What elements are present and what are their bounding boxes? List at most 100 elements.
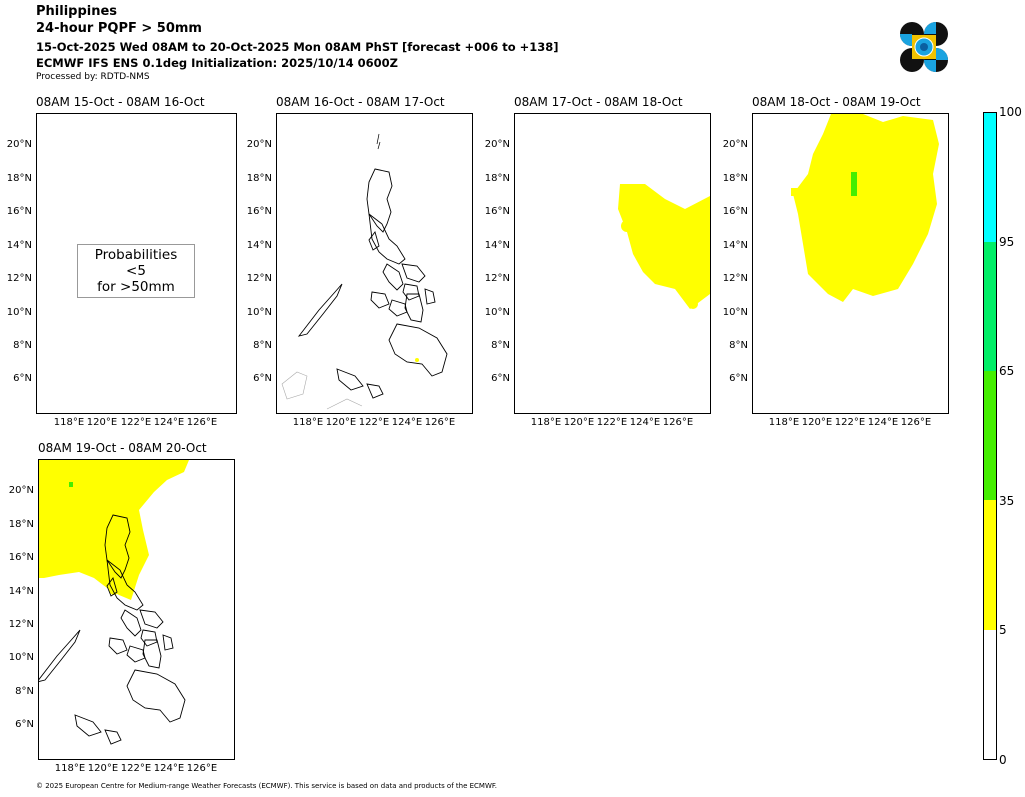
lat-tick: 14°N (484, 240, 510, 251)
panel-2-title: 08AM 16-Oct - 08AM 17-Oct (276, 95, 445, 109)
colorbar-segment-35-65 (984, 371, 996, 500)
panel-5-title: 08AM 19-Oct - 08AM 20-Oct (38, 441, 207, 455)
lat-tick: 18°N (484, 173, 510, 184)
lon-tick: 122°E (596, 417, 628, 428)
precip-probability-map (618, 184, 710, 309)
lon-tick: 124°E (867, 417, 899, 428)
lon-tick: 126°E (662, 417, 694, 428)
lat-tick: 18°N (722, 173, 748, 184)
lat-tick: 14°N (246, 240, 272, 251)
lat-tick: 14°N (6, 240, 32, 251)
lon-tick: 122°E (120, 417, 152, 428)
colorbar-label: 35 (999, 494, 1015, 508)
colorbar-label: 5 (999, 623, 1007, 637)
lat-tick: 8°N (15, 686, 34, 697)
lat-tick: 12°N (6, 273, 32, 284)
panel-2-map (276, 113, 473, 414)
lat-tick: 8°N (491, 340, 510, 351)
lat-tick: 18°N (8, 519, 34, 530)
lon-tick: 126°E (424, 417, 456, 428)
lat-tick: 20°N (722, 139, 748, 150)
lat-tick: 6°N (491, 373, 510, 384)
lon-tick: 120°E (563, 417, 595, 428)
lat-tick: 8°N (729, 340, 748, 351)
lon-tick: 118°E (768, 417, 800, 428)
colorbar-label: 65 (999, 364, 1015, 378)
lat-tick: 10°N (6, 307, 32, 318)
lon-tick: 118°E (54, 763, 86, 774)
model-initialization: ECMWF IFS ENS 0.1deg Initialization: 202… (36, 56, 398, 70)
lat-tick: 16°N (722, 206, 748, 217)
region-title: Philippines (36, 4, 118, 19)
colorbar-segment-65-95 (984, 242, 996, 371)
product-title: 24-hour PQPF > 50mm (36, 21, 202, 36)
lon-tick: 122°E (120, 763, 152, 774)
lon-tick: 118°E (530, 417, 562, 428)
lat-tick: 10°N (246, 307, 272, 318)
lon-tick: 122°E (834, 417, 866, 428)
lat-tick: 16°N (246, 206, 272, 217)
colorbar-segment-5-35 (984, 500, 996, 630)
panel-5-map (38, 459, 235, 760)
copyright-footer: © 2025 European Centre for Medium-range … (36, 782, 498, 790)
lon-tick: 120°E (86, 417, 118, 428)
processed-by: Processed by: RDTD-NMS (36, 72, 150, 82)
lon-tick: 126°E (186, 417, 218, 428)
lon-tick: 124°E (629, 417, 661, 428)
lat-tick: 12°N (246, 273, 272, 284)
lat-tick: 8°N (253, 340, 272, 351)
lat-tick: 20°N (8, 485, 34, 496)
lat-tick: 12°N (8, 619, 34, 630)
colorbar-segment-95-100 (984, 113, 996, 242)
lat-tick: 16°N (8, 552, 34, 563)
forecast-period: 15-Oct-2025 Wed 08AM to 20-Oct-2025 Mon … (36, 40, 559, 54)
lat-tick: 10°N (8, 652, 34, 663)
colorbar-label: 100 (999, 105, 1022, 119)
no-probability-note: Probabilities <5 for >50mm (77, 244, 195, 298)
lat-tick: 16°N (6, 206, 32, 217)
agency-logo (900, 22, 948, 72)
lat-tick: 8°N (13, 340, 32, 351)
panel-4-title: 08AM 18-Oct - 08AM 19-Oct (752, 95, 921, 109)
lon-tick: 120°E (87, 763, 119, 774)
lon-tick: 118°E (292, 417, 324, 428)
lat-tick: 14°N (8, 586, 34, 597)
panel-3-title: 08AM 17-Oct - 08AM 18-Oct (514, 95, 683, 109)
lon-tick: 122°E (358, 417, 390, 428)
lat-tick: 14°N (722, 240, 748, 251)
panel-1-title: 08AM 15-Oct - 08AM 16-Oct (36, 95, 205, 109)
lat-tick: 18°N (6, 173, 32, 184)
lon-tick: 124°E (153, 763, 185, 774)
colorbar (983, 112, 997, 760)
precip-probability-map (791, 114, 939, 302)
colorbar-segment-0-5 (984, 630, 996, 759)
lat-tick: 6°N (729, 373, 748, 384)
lon-tick: 126°E (186, 763, 218, 774)
lat-tick: 20°N (6, 139, 32, 150)
lat-tick: 18°N (246, 173, 272, 184)
lat-tick: 12°N (484, 273, 510, 284)
lon-tick: 120°E (325, 417, 357, 428)
panel-3-map (514, 113, 711, 414)
lat-tick: 6°N (15, 719, 34, 730)
lon-tick: 118°E (53, 417, 85, 428)
lon-tick: 120°E (801, 417, 833, 428)
lon-tick: 124°E (153, 417, 185, 428)
colorbar-label: 95 (999, 235, 1015, 249)
lat-tick: 20°N (246, 139, 272, 150)
panel-1-map: Probabilities <5 for >50mm (36, 113, 237, 414)
colorbar-label: 0 (999, 753, 1007, 767)
lat-tick: 10°N (484, 307, 510, 318)
philippines-map (281, 133, 448, 410)
lat-tick: 6°N (253, 373, 272, 384)
note-line-1: Probabilities <5 (94, 247, 178, 279)
precip-probability-map (39, 460, 189, 745)
lat-tick: 12°N (722, 273, 748, 284)
lat-tick: 10°N (722, 307, 748, 318)
lat-tick: 6°N (13, 373, 32, 384)
lat-tick: 20°N (484, 139, 510, 150)
lon-tick: 124°E (391, 417, 423, 428)
panel-4-map (752, 113, 949, 414)
lat-tick: 16°N (484, 206, 510, 217)
note-line-2: for >50mm (97, 279, 175, 295)
